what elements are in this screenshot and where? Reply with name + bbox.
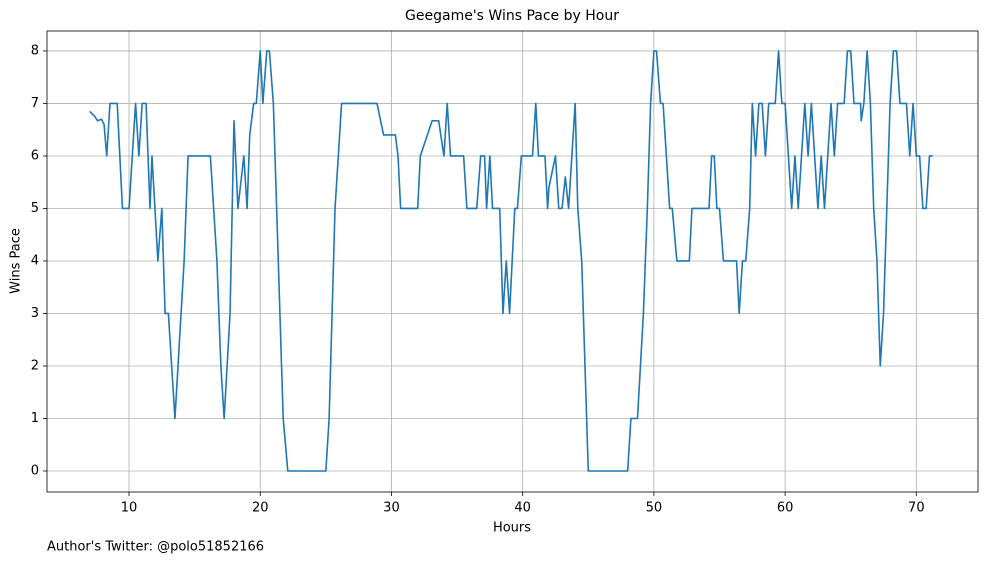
x-tick-label: 60 (777, 501, 794, 516)
plot-area (89, 50, 933, 472)
annotation: Author's Twitter: @polo51852166 (47, 540, 264, 555)
y-tick-label: 8 (31, 43, 39, 58)
data-line (89, 50, 933, 472)
y-tick-label: 6 (31, 148, 39, 163)
y-axis-label: Wins Pace (9, 228, 24, 294)
x-tick-label: 40 (514, 501, 531, 516)
x-tick-label: 50 (646, 501, 663, 516)
y-tick-label: 3 (31, 306, 39, 321)
y-tick-label: 0 (31, 463, 39, 478)
y-tick-label: 2 (31, 358, 39, 373)
chart-title: Geegame's Wins Pace by Hour (405, 8, 619, 24)
x-axis-label: Hours (493, 521, 531, 536)
y-tick-label: 7 (31, 96, 39, 111)
y-tick-label: 5 (31, 201, 39, 216)
y-tick-label: 4 (31, 253, 39, 268)
x-tick-label: 30 (383, 501, 400, 516)
y-tick-label: 1 (31, 411, 39, 426)
plot-frame (46, 30, 979, 493)
x-tick-label: 20 (252, 501, 269, 516)
x-tick-label: 10 (121, 501, 138, 516)
x-tick-label: 70 (908, 501, 925, 516)
